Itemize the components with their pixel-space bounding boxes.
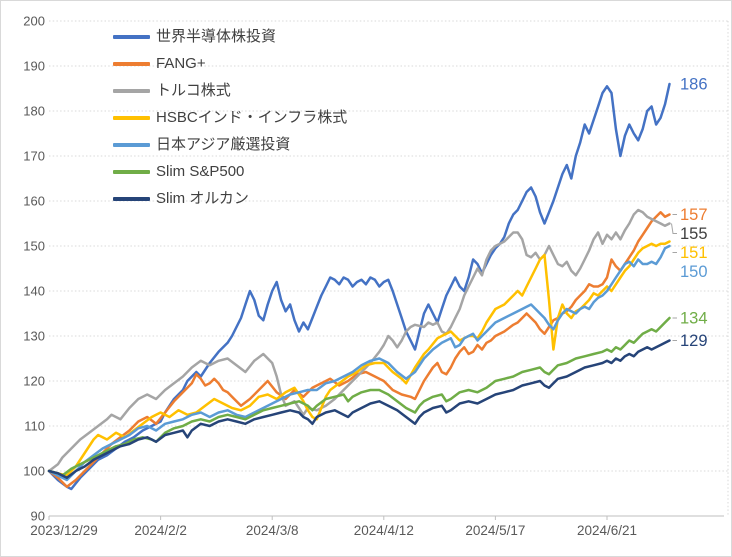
legend-swatch-sekai-handotai [113,34,150,39]
x-tick-label: 2024/4/12 [354,523,414,538]
legend-label-hsbc-india-infra: HSBCインド・インフラ株式 [156,109,348,126]
x-axis: 2023/12/29 2024/2/2 2024/3/8 2024/4/12 2024/… [30,516,637,538]
y-tick-label: 200 [23,14,45,29]
end-label-nippon-asia-gensen: 150 [680,263,708,281]
legend-label-slim-all-country: Slim オルカン [156,190,249,207]
y-tick-label: 160 [23,194,45,209]
y-tick-label: 130 [23,329,45,344]
chart-legend: 世界半導体株投資 FANG+ トルコ株式 HSBCインド・インフラ株式 日本アジア厳選投… [113,23,347,212]
legend-item-nippon-asia-gensen: 日本アジア厳選投資 [113,131,347,158]
legend-swatch-slim-sp500 [113,169,150,174]
gridlines [49,20,729,517]
series-line-fang-plus [47,211,671,489]
legend-label-slim-sp500: Slim S&P500 [156,163,245,180]
legend-label-fang-plus: FANG+ [156,55,206,72]
y-tick-label: 140 [23,284,45,299]
series-line-nippon-asia-gensen [47,244,671,482]
y-tick-label: 170 [23,149,45,164]
x-tick-label: 2024/5/17 [465,523,525,538]
series-line-slim-all-country [47,339,671,480]
x-tick-label: 2024/2/2 [134,523,187,538]
legend-swatch-slim-all-country [113,196,150,201]
series-line-sekai-handotai [47,82,671,491]
y-tick-label: 90 [31,509,45,524]
legend-item-fang-plus: FANG+ [113,50,347,77]
legend-label-sekai-handotai: 世界半導体株投資 [156,28,277,45]
series-line-hsbc-india-infra [47,240,671,477]
end-label-hsbc-india-infra: 151 [680,244,708,262]
end-label-fang-plus: 157 [680,206,708,224]
legend-swatch-nippon-asia-gensen [113,142,150,147]
end-label-slim-all-country: 129 [680,332,708,350]
end-label-slim-sp500: 134 [680,310,708,328]
y-tick-label: 100 [23,464,45,479]
y-tick-label: 150 [23,239,45,254]
y-tick-label: 120 [23,374,45,389]
legend-label-nippon-asia-gensen: 日本アジア厳選投資 [156,136,291,153]
legend-item-slim-sp500: Slim S&P500 [113,158,347,185]
end-label-sekai-handotai: 186 [680,76,708,94]
x-tick-label: 2024/3/8 [246,523,299,538]
y-tick-label: 180 [23,104,45,119]
legend-swatch-hsbc-india-infra [113,115,150,120]
legend-label-turkey-kabushiki: トルコ株式 [156,82,231,99]
y-tick-label: 190 [23,59,45,74]
legend-item-hsbc-india-infra: HSBCインド・インフラ株式 [113,104,347,131]
x-tick-label: 2024/6/21 [577,523,637,538]
y-tick-label: 110 [24,419,45,434]
legend-item-slim-all-country: Slim オルカン [113,185,347,212]
series-lines [47,82,671,491]
legend-item-turkey-kabushiki: トルコ株式 [113,77,347,104]
series-line-turkey-kabushiki [47,208,671,473]
legend-item-sekai-handotai: 世界半導体株投資 [113,23,347,50]
series-line-slim-sp500 [47,316,671,477]
x-tick-label: 2023/12/29 [30,523,98,538]
y-axis-labels: 90 100 110 120 130 140 150 160 170 180 190 200 [23,14,45,524]
end-label-turkey-kabushiki: 155 [680,225,708,243]
legend-swatch-fang-plus [113,61,150,66]
legend-swatch-turkey-kabushiki [113,88,150,93]
